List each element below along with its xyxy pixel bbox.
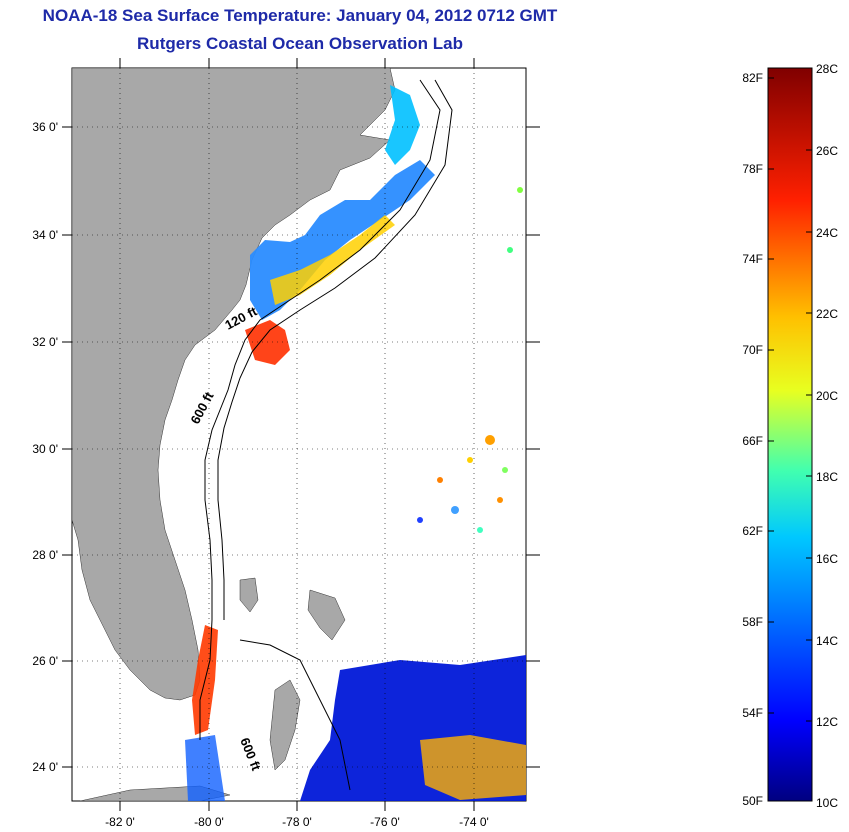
colorbar-ticks <box>768 67 812 722</box>
colorbar-c-label: 14C <box>816 634 838 648</box>
sst-patch-gulfstream <box>245 320 290 365</box>
colorbar-f-label: 54F <box>742 706 763 720</box>
colorbar-f-label: 74F <box>742 252 763 266</box>
sst-patch-pamlico <box>385 85 420 165</box>
colorbar-f-label: 78F <box>742 162 763 176</box>
colorbar-c-label: 28C <box>816 62 838 76</box>
lon-label: -80 0' <box>194 815 224 829</box>
graticule <box>72 68 526 801</box>
colorbar-c-label: 12C <box>816 715 838 729</box>
land-bahamas-3 <box>239 577 259 613</box>
lon-label: -78 0' <box>282 815 312 829</box>
sst-patch-straits-west <box>185 735 225 801</box>
colorbar-f-label: 70F <box>742 343 763 357</box>
lat-label: 24 0' <box>32 760 58 774</box>
land-bahamas-1 <box>269 679 301 771</box>
colorbar-c-label: 26C <box>816 144 838 158</box>
colorbar-f-label: 66F <box>742 434 763 448</box>
colorbar-f-label: 58F <box>742 615 763 629</box>
lat-label: 36 0' <box>32 120 58 134</box>
lat-label: 26 0' <box>32 654 58 668</box>
lat-label: 28 0' <box>32 548 58 562</box>
lon-label: -74 0' <box>459 815 489 829</box>
colorbar-c-label: 10C <box>816 796 838 810</box>
colorbar-c-label: 18C <box>816 470 838 484</box>
colorbar-c-label: 16C <box>816 552 838 566</box>
map-ticks <box>62 58 540 811</box>
sst-patch-warm-band <box>270 215 395 305</box>
sst-scatter-offshore <box>417 187 523 533</box>
lat-label: 34 0' <box>32 228 58 242</box>
bathymetry-contours <box>199 79 453 791</box>
lat-label: 32 0' <box>32 335 58 349</box>
land-bahamas-2 <box>307 589 346 641</box>
map-subtitle: Rutgers Coastal Ocean Observation Lab <box>137 34 463 53</box>
lon-label: -82 0' <box>105 815 135 829</box>
map-title: NOAA-18 Sea Surface Temperature: January… <box>42 6 558 25</box>
colorbar-f-label: 82F <box>742 71 763 85</box>
lat-label: 30 0' <box>32 442 58 456</box>
colorbar-c-label: 22C <box>816 307 838 321</box>
land-mainland <box>72 68 396 701</box>
lon-label: -76 0' <box>370 815 400 829</box>
sst-patch-south-warm <box>420 735 526 800</box>
colorbar-c-label: 20C <box>816 389 838 403</box>
colorbar-c-label: 24C <box>816 226 838 240</box>
colorbar-f-label: 50F <box>742 794 763 808</box>
colorbar-f-label: 62F <box>742 524 763 538</box>
colorbar <box>767 67 813 802</box>
